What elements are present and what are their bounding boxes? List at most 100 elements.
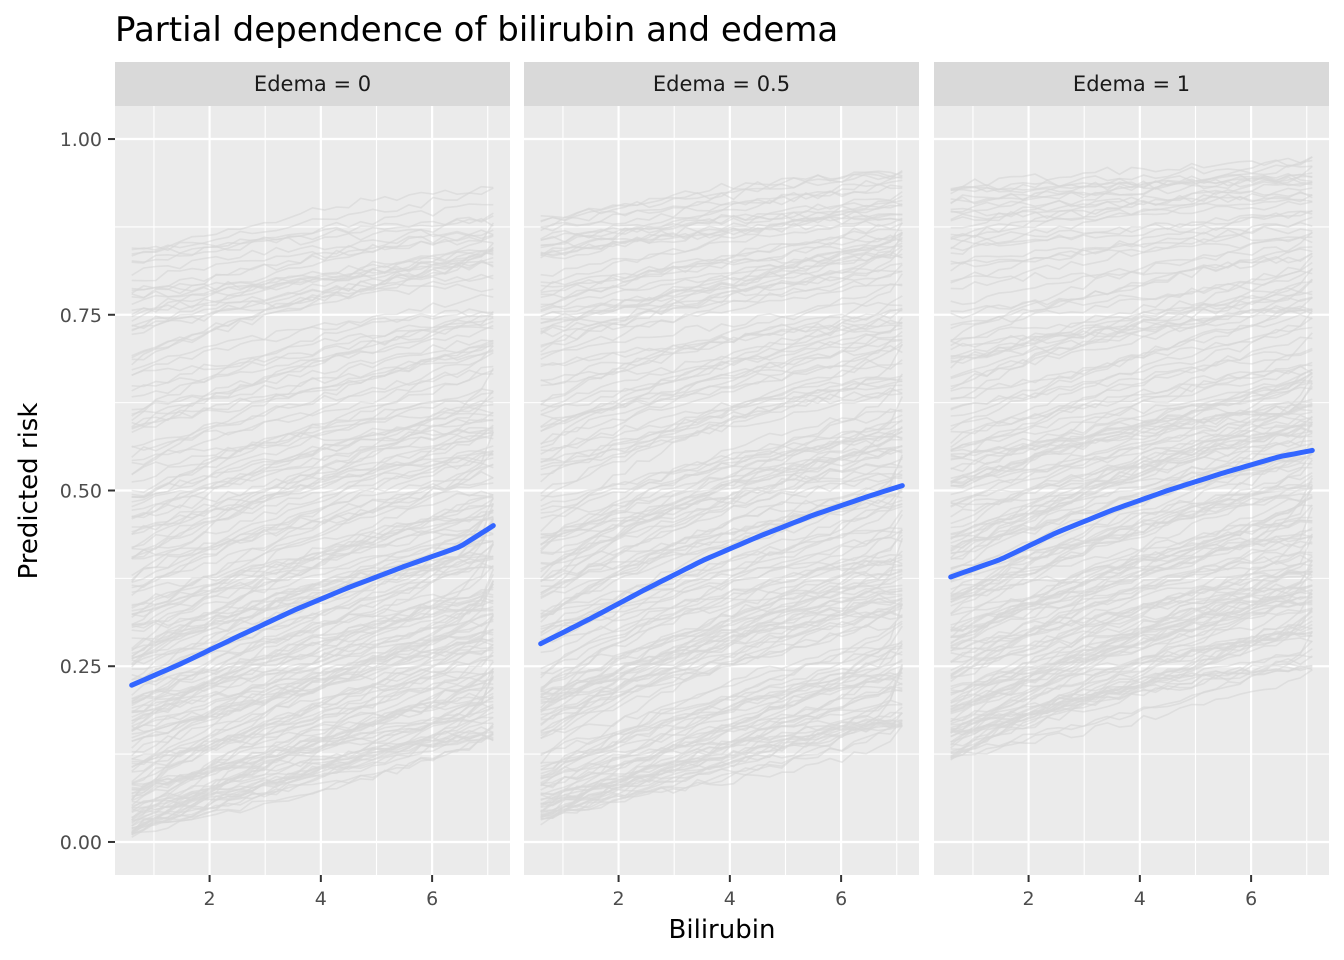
ice-line <box>540 447 903 537</box>
ice-line <box>950 232 1313 265</box>
ice-line <box>950 317 1313 392</box>
ice-line <box>950 472 1313 601</box>
ice-line <box>540 213 903 259</box>
ice-line <box>950 336 1313 444</box>
ice-line <box>131 310 494 376</box>
ice-line <box>131 314 494 429</box>
ice-line <box>540 283 903 356</box>
ice-line <box>131 711 494 821</box>
ice-line <box>131 599 494 769</box>
ice-line <box>540 384 903 532</box>
ice-line <box>950 589 1313 704</box>
ice-line <box>131 256 494 330</box>
ice-line <box>131 259 494 331</box>
ice-line <box>540 454 904 582</box>
ice-line <box>131 687 494 827</box>
ice-line <box>540 725 903 820</box>
ice-line <box>131 424 494 535</box>
ice-line <box>131 518 495 670</box>
ice-line <box>131 675 495 808</box>
ice-line <box>950 589 1313 733</box>
ice-line <box>131 697 494 838</box>
ice-line <box>540 642 903 757</box>
ice-line <box>950 216 1313 272</box>
ice-line <box>950 326 1313 448</box>
ice-line <box>540 650 903 784</box>
ice-line <box>131 445 494 584</box>
ice-line <box>950 551 1313 631</box>
ice-line <box>950 569 1313 704</box>
ice-line <box>540 703 903 800</box>
ice-line <box>540 643 903 779</box>
ice-line <box>131 369 494 499</box>
y-tick-label: 0.00 <box>60 832 102 854</box>
ice-line <box>950 609 1313 734</box>
ice-line <box>950 156 1313 193</box>
ice-line <box>540 387 903 471</box>
ice-line <box>540 593 903 732</box>
ice-line <box>131 670 494 797</box>
ice-line <box>131 453 494 581</box>
ice-line <box>540 344 903 445</box>
ice-line <box>950 640 1313 731</box>
ice-line <box>540 190 903 247</box>
ice-line <box>950 620 1313 726</box>
ice-line <box>540 503 903 635</box>
ice-line <box>131 503 494 594</box>
ice-line <box>540 607 903 733</box>
ice-line <box>540 170 903 222</box>
ice-line <box>540 689 903 796</box>
ice-line <box>950 615 1313 738</box>
ice-line <box>540 622 903 768</box>
ice-line <box>950 536 1313 676</box>
y-axis: 0.00 0.25 0.50 0.75 1.00 <box>60 129 115 854</box>
ice-line <box>540 435 903 550</box>
ice-line <box>950 637 1313 743</box>
ice-line <box>131 460 494 551</box>
ice-line <box>950 296 1313 351</box>
ice-line <box>540 179 903 255</box>
ice-line <box>540 217 903 257</box>
ice-line <box>950 493 1313 615</box>
ice-line <box>131 427 494 519</box>
ice-line <box>540 529 903 643</box>
ice-line <box>131 631 494 801</box>
ice-line <box>131 203 494 255</box>
ice-line <box>540 555 903 720</box>
ice-line <box>950 187 1313 256</box>
ice-line <box>540 438 903 579</box>
ice-line <box>131 682 494 813</box>
ice-line <box>540 599 903 695</box>
ice-line <box>131 661 494 760</box>
ice-line <box>950 483 1313 633</box>
ice-line <box>540 611 903 705</box>
ice-line <box>131 703 494 790</box>
x-tick-label: 2 <box>613 888 625 910</box>
ice-line <box>540 408 903 508</box>
ice-line <box>950 496 1313 631</box>
ice-line <box>131 431 495 560</box>
ice-line <box>950 165 1313 205</box>
ice-line <box>540 380 903 455</box>
ice-line <box>540 236 903 335</box>
y-tick-label: 0.50 <box>60 481 102 503</box>
ice-line <box>540 560 903 690</box>
ice-line <box>131 412 494 519</box>
ice-line <box>950 607 1313 694</box>
ice-line <box>540 712 903 796</box>
ice-line <box>131 494 494 629</box>
ice-line <box>540 601 903 696</box>
ice-line <box>540 640 903 789</box>
ice-line <box>950 559 1313 664</box>
ice-line <box>540 444 903 535</box>
ice-line <box>131 566 494 696</box>
ice-line <box>131 403 494 528</box>
ice-line <box>131 628 494 785</box>
ice-line <box>131 510 494 626</box>
ice-line <box>950 459 1313 569</box>
ice-line <box>131 609 494 722</box>
ice-line <box>950 488 1313 632</box>
ice-line <box>131 349 494 434</box>
ice-line <box>540 604 903 712</box>
ice-line <box>950 425 1313 525</box>
